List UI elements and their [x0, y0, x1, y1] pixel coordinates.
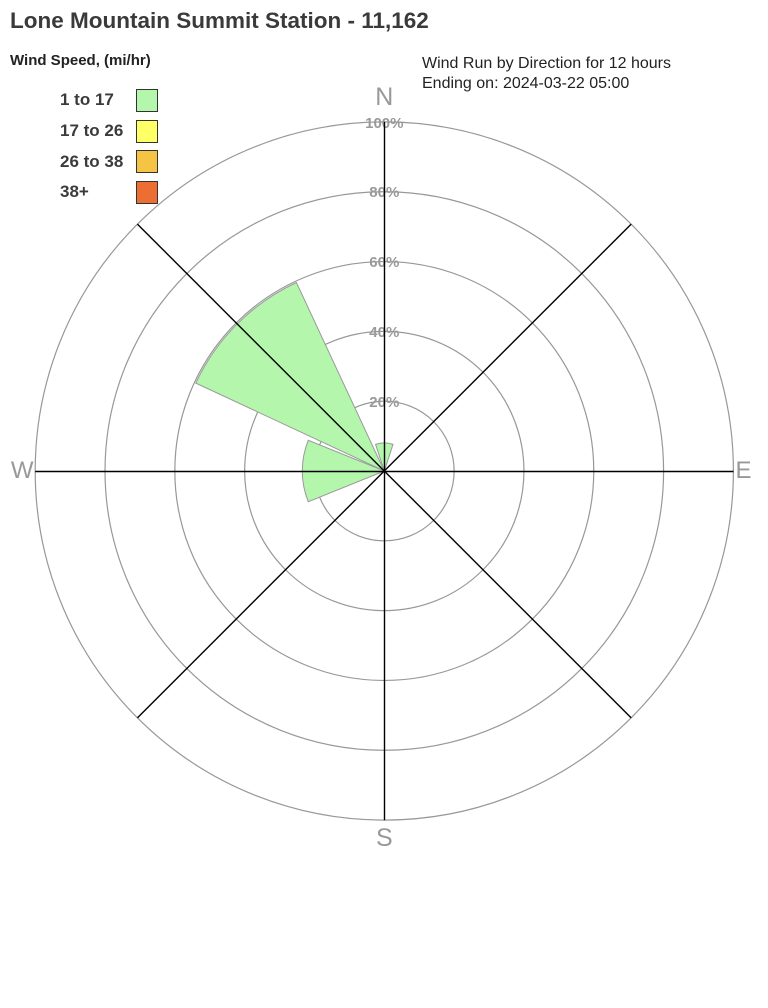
svg-text:N: N — [375, 83, 393, 111]
svg-text:S: S — [376, 824, 393, 852]
svg-text:E: E — [736, 457, 752, 484]
svg-text:W: W — [11, 457, 34, 484]
